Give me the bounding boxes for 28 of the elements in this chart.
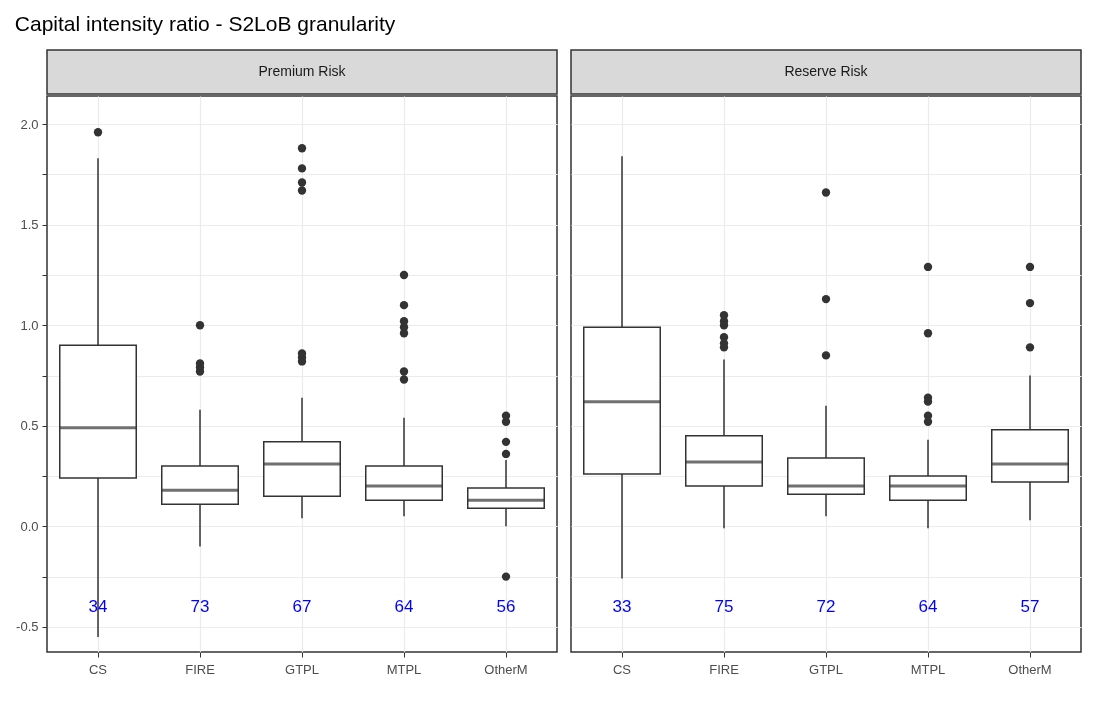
x-tick-label: OtherM [484,661,528,677]
annotation: 64 [918,596,938,616]
y-tick-label: 1.5 [20,217,39,233]
x-tick-label: CS [612,661,632,677]
x-tick-label: FIRE [709,661,740,677]
y-tick-label: 0.5 [20,418,39,434]
y-tick-label: 1.0 [20,317,39,333]
annotation: 57 [1020,596,1040,616]
x-tick-label: MTPL [386,661,422,677]
y-tick-label: 2.0 [20,116,39,132]
annotation: 75 [714,596,734,616]
x-tick-label: GTPL [285,661,319,677]
x-tick-label: OtherM [1008,661,1052,677]
x-tick-label: GTPL [809,661,843,677]
chart-subtitle: Reserve Risk [784,63,869,79]
x-tick-label: MTPL [910,661,946,677]
annotation: 64 [394,596,414,616]
x-tick-label: CS [88,661,108,677]
annotation: 72 [816,596,836,616]
annotation: 73 [190,596,210,616]
annotation: 33 [612,596,632,616]
chart-title: Capital intensity ratio - S2LoB granularity [14,12,396,36]
x-tick-label: FIRE [185,661,216,677]
y-tick-label: 0.0 [20,518,39,534]
annotation: 56 [496,596,516,616]
y-tick-label: -0.5 [16,619,39,635]
annotation: 67 [292,596,312,616]
chart-subtitle: Premium Risk [258,63,347,79]
